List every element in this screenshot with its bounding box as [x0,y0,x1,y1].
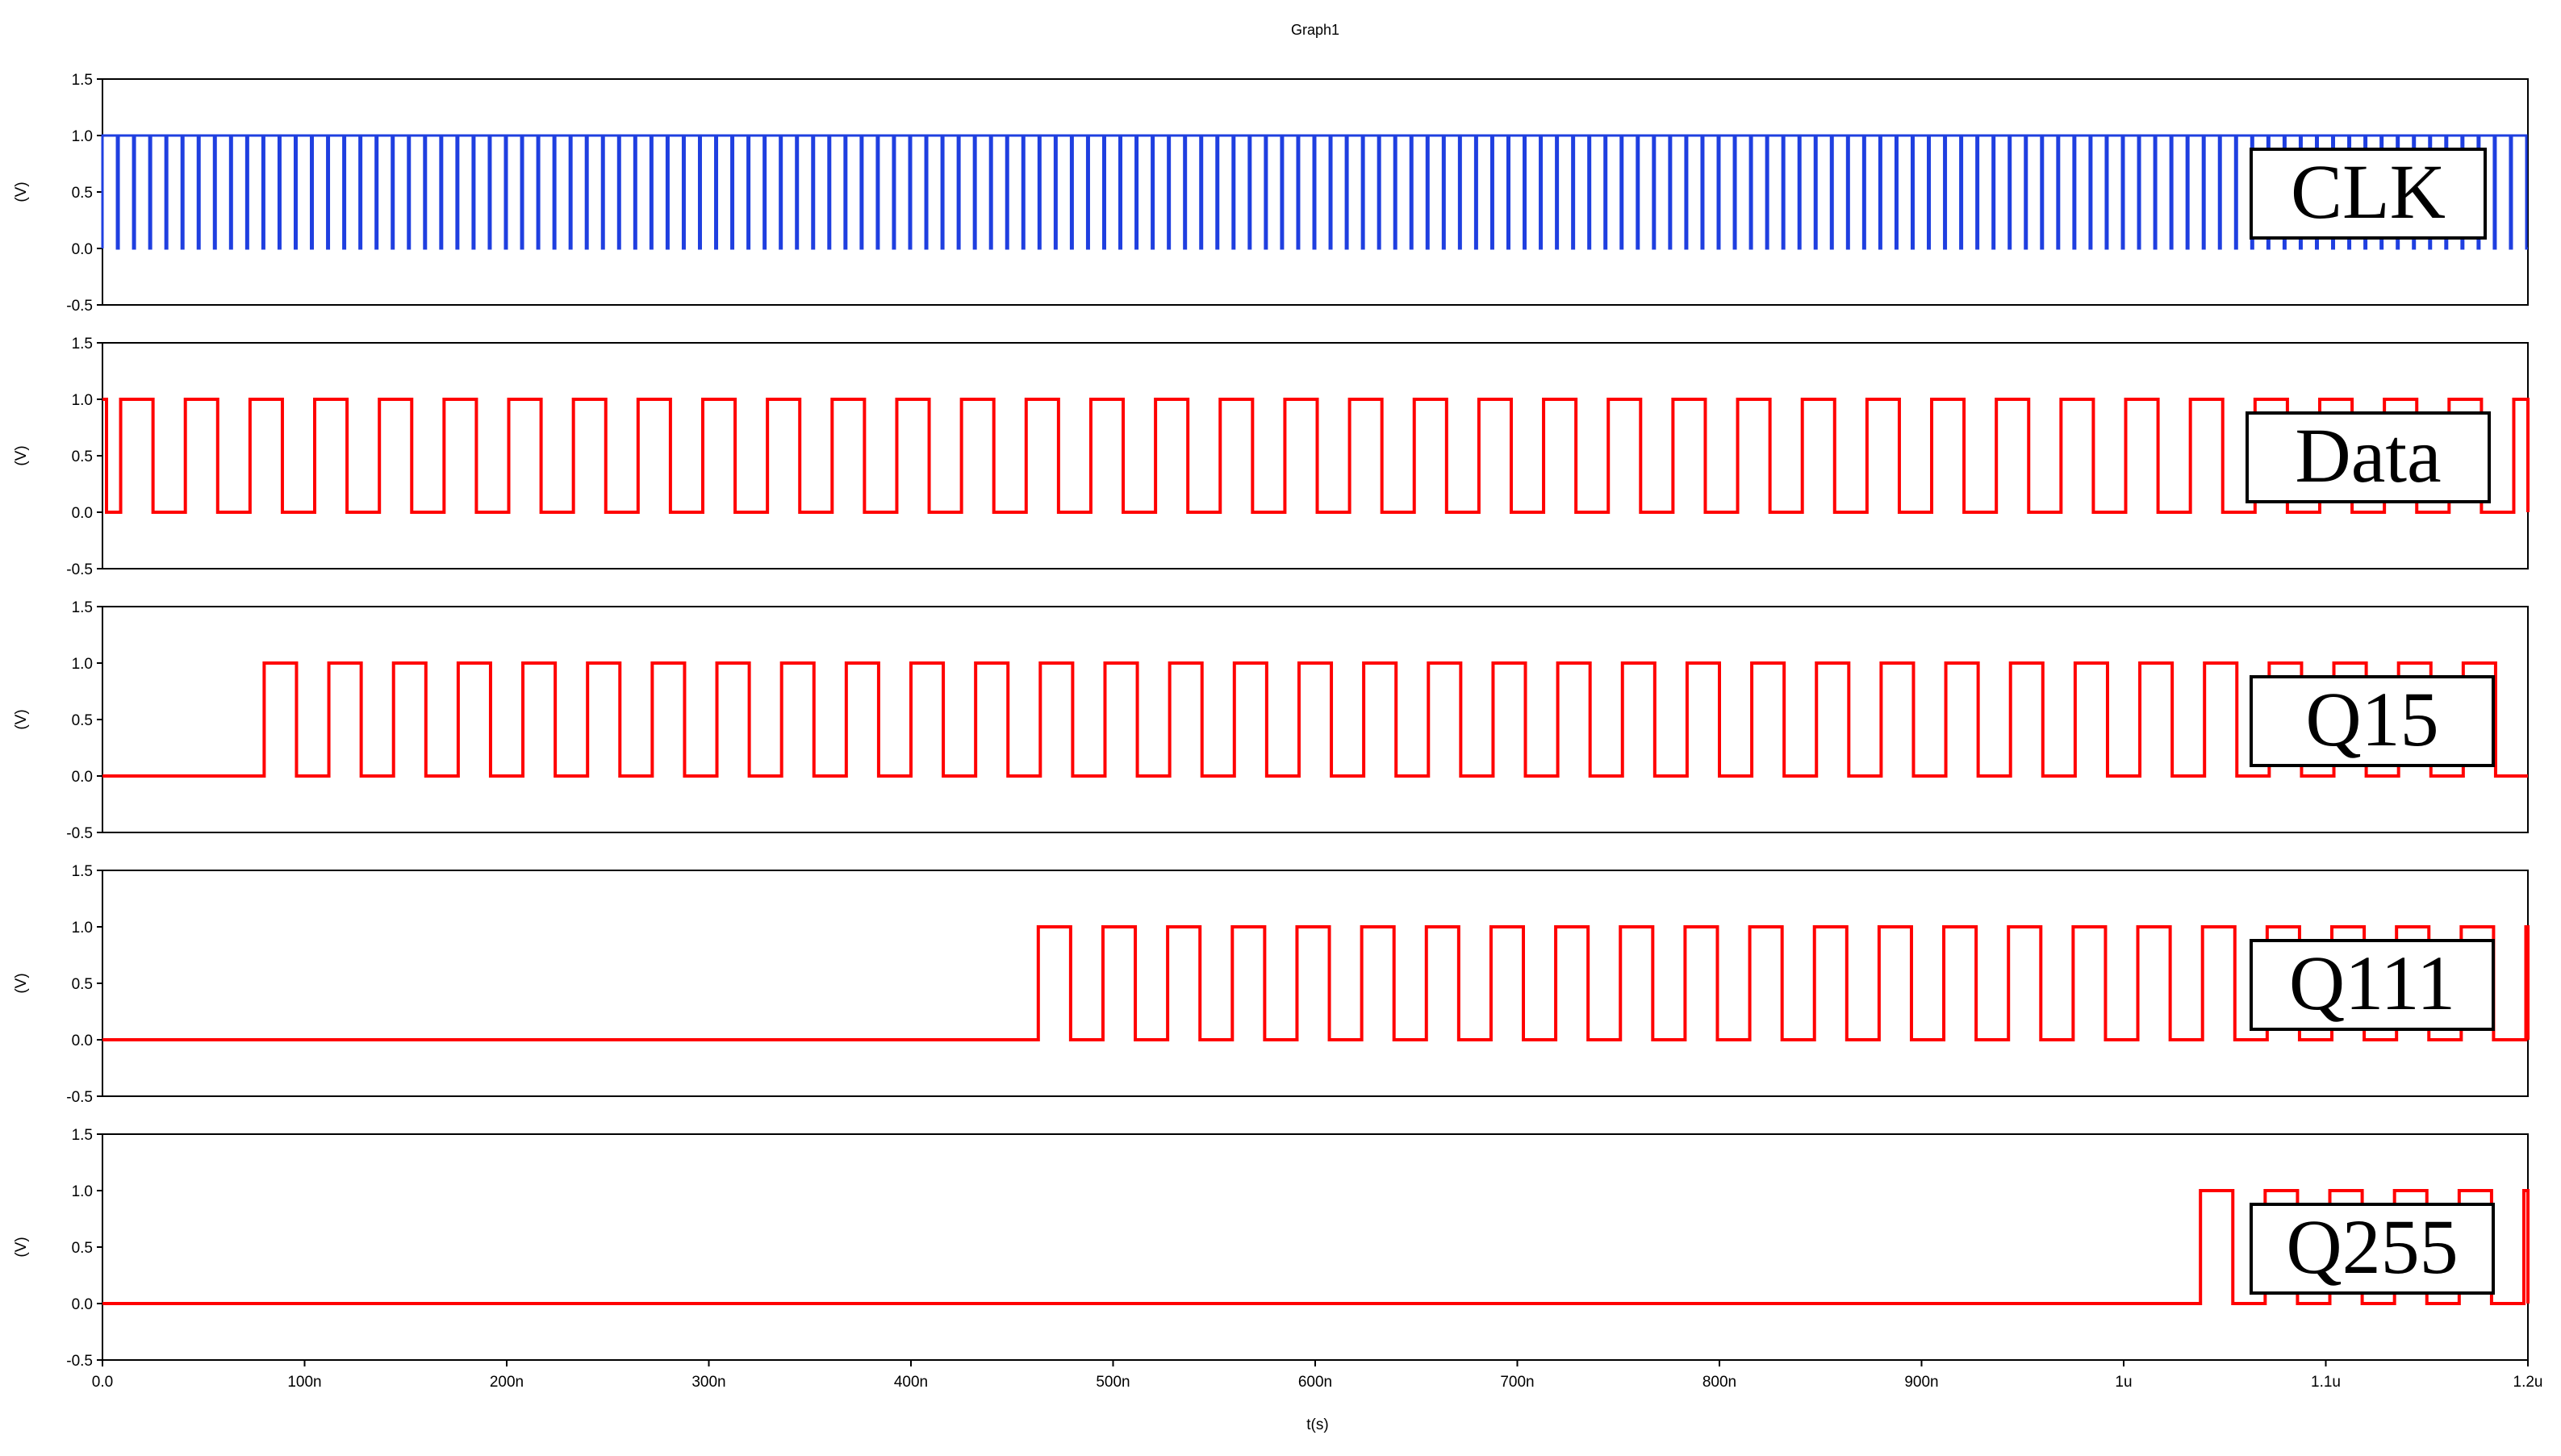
y-axis-label: (V) [13,973,30,993]
series-label: Q111 [2289,940,2455,1026]
y-tick-label: 0.5 [72,448,93,465]
x-tick-label: 1.2u [2513,1374,2543,1391]
series-label-box [2250,148,2487,240]
x-tick-label: 100n [287,1374,321,1391]
series-line-q15 [102,661,2528,778]
y-tick-label: 0.0 [72,505,93,522]
x-tick-label: 900n [1904,1374,1938,1391]
y-tick-label: 1.5 [72,1127,93,1144]
x-tick-label: 1u [2115,1374,2132,1391]
plot-frame [102,606,2529,833]
y-tick-label: 0.5 [72,712,93,729]
y-tick-label: -0.5 [66,1089,93,1106]
series-line-q111 [102,925,2530,1041]
x-axis-label: t(s) [1306,1416,1328,1433]
panel-clk: -0.5 0.0 0.5 1.0 1.5 (V) CLK [13,72,2529,315]
y-tick-label: 0.5 [72,1240,93,1257]
series-label-box [2250,1203,2495,1295]
x-tick-label: 800n [1702,1374,1736,1391]
y-tick-label: -0.5 [66,561,93,578]
y-axis-label: (V) [13,445,30,465]
y-tick-label: 1.5 [72,599,93,616]
chart-title: Graph1 [1291,22,1339,38]
x-tick-label: 700n [1500,1374,1534,1391]
panel-data: -0.5 0.0 0.5 1.0 1.5 (V) Data [13,336,2530,578]
y-axis-label: (V) [13,709,30,729]
x-tick-label: 300n [691,1374,725,1391]
y-tick-label: -0.5 [66,825,93,842]
y-axis-label: (V) [13,1237,30,1257]
plot-frame [102,342,2529,569]
x-tick-label: 500n [1096,1374,1130,1391]
y-tick-label: 1.0 [72,656,93,673]
series-line-data [102,398,2530,514]
y-tick-label: 0.5 [72,185,93,202]
y-tick-label: -0.5 [66,1353,93,1370]
series-line-q255 [102,1189,2530,1305]
x-tick-label: 0.0 [92,1374,113,1391]
y-tick-label: 1.5 [72,72,93,89]
y-tick-label: 0.0 [72,769,93,786]
series-label: Q255 [2286,1204,2458,1290]
panel-q255: -0.5 0.0 0.5 1.0 1.5 (V) Q255 [13,1127,2530,1370]
series-label-box [2250,675,2495,767]
x-tick-label: 400n [894,1374,928,1391]
series-label: Data [2295,412,2441,499]
y-tick-label: 1.0 [72,1183,93,1200]
y-tick-label: 0.0 [72,241,93,258]
plot-frame [102,1133,2529,1361]
y-tick-label: 1.5 [72,336,93,353]
series-label: Q15 [2305,676,2438,762]
series-label: CLK [2291,148,2446,235]
y-tick-label: -0.5 [66,298,93,315]
y-tick-label: 1.0 [72,920,93,937]
y-axis-label: (V) [13,181,30,202]
panel-q111: -0.5 0.0 0.5 1.0 1.5 (V) Q111 [13,863,2530,1106]
series-line-clk [101,134,2528,250]
x-tick-label: 600n [1298,1374,1332,1391]
y-tick-label: 0.0 [72,1033,93,1049]
x-tick-label: 200n [490,1374,524,1391]
y-tick-label: 1.5 [72,863,93,880]
y-tick-label: 0.0 [72,1296,93,1313]
plot-frame [102,870,2529,1097]
series-label-box [2250,939,2495,1031]
y-tick-label: 1.0 [72,128,93,145]
series-label-box [2246,411,2491,503]
y-tick-label: 0.5 [72,976,93,993]
y-tick-label: 1.0 [72,392,93,409]
x-tick-label: 1.1u [2311,1374,2341,1391]
panel-q15: -0.5 0.0 0.5 1.0 1.5 (V) Q15 [13,599,2529,842]
